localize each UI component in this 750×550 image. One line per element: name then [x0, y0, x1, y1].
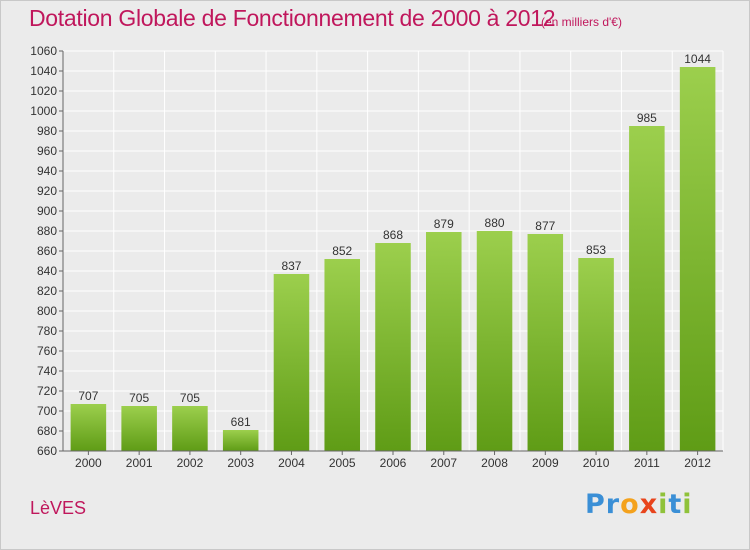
- logo-letter: r: [605, 489, 621, 520]
- y-tick-label: 920: [37, 184, 57, 198]
- bar: [629, 126, 665, 451]
- y-tick-label: 940: [37, 164, 57, 178]
- y-tick-label: 700: [37, 404, 57, 418]
- chart-subtitle: (en milliers d'€): [541, 15, 622, 29]
- y-tick-label: 1060: [30, 44, 57, 58]
- proxiti-logo: Proxiti: [585, 489, 693, 520]
- y-tick-label: 880: [37, 224, 57, 238]
- logo-letter: i: [682, 489, 693, 520]
- bar-value-label: 705: [129, 391, 149, 405]
- bar-value-label: 853: [586, 243, 606, 257]
- bar-value-label: 707: [78, 389, 98, 403]
- y-tick-label: 780: [37, 324, 57, 338]
- bar: [273, 274, 310, 451]
- bar-value-label: 1044: [684, 52, 711, 66]
- y-tick-label: 900: [37, 204, 57, 218]
- y-tick-label: 980: [37, 124, 57, 138]
- chart-title: Dotation Globale de Fonctionnement de 20…: [29, 5, 556, 31]
- y-tick-label: 760: [37, 344, 57, 358]
- bar-value-label: 837: [281, 259, 301, 273]
- commune-name: LèVES: [30, 498, 87, 518]
- x-tick-label: 2005: [329, 456, 356, 470]
- x-tick-label: 2012: [684, 456, 711, 470]
- bar: [476, 231, 513, 451]
- logo-letter: o: [620, 489, 640, 520]
- x-tick-label: 2006: [380, 456, 407, 470]
- y-tick-label: 860: [37, 244, 57, 258]
- y-tick-label: 960: [37, 144, 57, 158]
- y-tick-label: 680: [37, 424, 57, 438]
- logo-letter: P: [585, 489, 606, 520]
- bar-value-label: 852: [332, 244, 352, 258]
- bar: [222, 430, 259, 451]
- bar: [375, 243, 411, 451]
- y-tick-label: 720: [37, 384, 57, 398]
- bar: [527, 234, 564, 451]
- x-tick-label: 2000: [75, 456, 102, 470]
- x-tick-label: 2003: [227, 456, 254, 470]
- x-tick-label: 2001: [126, 456, 153, 470]
- bar: [324, 259, 360, 451]
- logo-letter: x: [639, 489, 659, 520]
- y-tick-label: 1020: [30, 84, 57, 98]
- axes: 660 680 700 720 740 760 780 800 820 840 860 880 900 9…: [30, 44, 723, 470]
- y-tick-label: 1000: [30, 104, 57, 118]
- x-tick-label: 2008: [481, 456, 508, 470]
- y-tick-label: 800: [37, 304, 57, 318]
- x-tick-label: 2007: [430, 456, 457, 470]
- logo-letter: t: [668, 489, 683, 520]
- y-tick-label: 660: [37, 444, 57, 458]
- bar-value-label: 868: [383, 228, 403, 242]
- bar: [578, 258, 614, 451]
- bar-value-label: 985: [637, 111, 657, 125]
- x-tick-label: 2002: [177, 456, 204, 470]
- x-tick-label: 2004: [278, 456, 305, 470]
- bar-value-label: 877: [535, 219, 555, 233]
- bars: 707 705 705 681 837 852 868 879 880 877 853 985 1044: [70, 52, 716, 451]
- bar: [172, 406, 208, 451]
- bar: [121, 406, 157, 451]
- bar: [70, 404, 107, 451]
- y-tick-label: 840: [37, 264, 57, 278]
- x-tick-label: 2010: [583, 456, 610, 470]
- x-tick-label: 2009: [532, 456, 559, 470]
- bar-value-label: 879: [434, 217, 454, 231]
- bar: [426, 232, 462, 451]
- bar-value-label: 705: [180, 391, 200, 405]
- y-tick-label: 740: [37, 364, 57, 378]
- bar-value-label: 880: [485, 216, 505, 230]
- bar: [679, 67, 716, 451]
- logo-letter: i: [658, 489, 669, 520]
- y-tick-label: 820: [37, 284, 57, 298]
- x-tick-label: 2011: [634, 456, 660, 470]
- bar-value-label: 681: [231, 415, 251, 429]
- y-tick-label: 1040: [30, 64, 57, 78]
